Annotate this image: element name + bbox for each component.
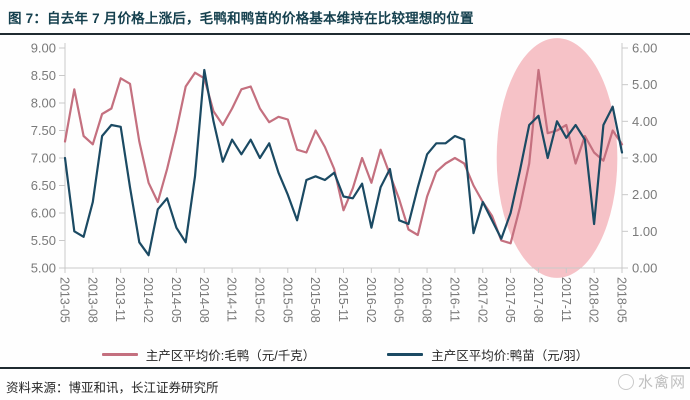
y-axis-tick-label-left: 6.50 <box>31 178 56 193</box>
y-axis-tick-label-left: 9.00 <box>31 41 56 56</box>
x-axis-tick-label: 2016-08 <box>420 277 434 323</box>
y-axis-tick-label-right: 0.00 <box>632 261 657 276</box>
legend-line-yamiao-icon <box>387 352 424 356</box>
x-axis-tick-label: 2017-05 <box>503 277 517 323</box>
x-axis-tick-label: 2014-05 <box>169 277 183 323</box>
y-axis-tick-label-left: 8.00 <box>31 96 56 111</box>
y-axis-tick-label-left: 7.00 <box>31 151 56 166</box>
x-axis-tick-label: 2018-05 <box>615 277 629 323</box>
y-axis-tick-label-right: 1.00 <box>632 224 657 239</box>
chart-title: 图 7：自去年 7 月价格上涨后，毛鸭和鸭苗的价格基本维持在比较理想的位置 <box>8 11 474 26</box>
legend-line-maoya-icon <box>101 352 138 356</box>
legend-item-maoya: 主产区平均价:毛鸭（元/千克） <box>101 345 316 364</box>
x-axis-tick-label: 2015-02 <box>252 277 266 323</box>
x-axis-tick-label: 2017-08 <box>531 277 545 323</box>
maoya-price-line <box>63 68 624 245</box>
y-axis-tick-label-left: 8.50 <box>31 68 56 83</box>
x-axis-tick-label: 2015-08 <box>308 277 322 323</box>
y-axis-tick-label-left: 6.00 <box>31 206 56 221</box>
x-axis-tick-label: 2014-08 <box>197 277 211 323</box>
x-axis-tick-label: 2016-05 <box>392 277 406 323</box>
y-axis-tick-label-left: 5.00 <box>31 261 56 276</box>
y-axis-tick-label-right: 3.00 <box>632 151 657 166</box>
x-axis-tick-label: 2014-11 <box>225 277 239 322</box>
x-axis-tick-label: 2015-05 <box>280 277 294 323</box>
y-axis-tick-label-left: 5.50 <box>31 233 56 248</box>
y-axis-tick-label-right: 4.00 <box>632 114 657 129</box>
x-axis-tick-label: 2013-08 <box>85 277 99 323</box>
y-axis-tick-label-right: 5.00 <box>632 77 657 92</box>
source-note: 资料来源：博亚和讯，长江证券研究所 <box>6 381 219 395</box>
title-divider <box>0 33 690 35</box>
x-axis-tick-label: 2016-02 <box>364 277 378 323</box>
watermark-text: 水禽网 <box>637 374 686 391</box>
legend-label-yamiao: 主产区平均价:鸭苗（元/羽） <box>431 348 589 363</box>
legend-label-maoya: 主产区平均价:毛鸭（元/千克） <box>145 348 316 363</box>
chart-legend: 主产区平均价:毛鸭（元/千克） 主产区平均价:鸭苗（元/羽） <box>0 341 690 367</box>
x-axis-tick-label: 2016-11 <box>447 277 461 322</box>
y-axis-tick-label-right: 2.00 <box>632 187 657 202</box>
footer-divider <box>0 367 690 369</box>
watermark-logo-icon <box>617 373 634 390</box>
x-axis-tick-label: 2013-11 <box>113 277 127 322</box>
highlight-ellipse <box>496 38 618 278</box>
x-axis-tick-label: 2018-02 <box>587 277 601 323</box>
legend-item-yamiao: 主产区平均价:鸭苗（元/羽） <box>387 345 588 364</box>
x-axis-tick-label: 2017-02 <box>475 277 489 323</box>
watermark: 水禽网 <box>617 371 686 392</box>
y-axis-tick-label-left: 7.50 <box>31 123 56 138</box>
y-axis-tick-label-right: 6.00 <box>632 41 657 56</box>
price-chart: 9.00 8.50 8.00 7.50 7.00 6.50 6.00 5.50 5.00 6.00… <box>31 38 657 323</box>
yamiao-price-line <box>63 68 624 257</box>
x-axis-tick-label: 2013-05 <box>58 277 72 323</box>
x-axis-tick-label: 2017-11 <box>559 277 573 322</box>
x-axis-tick-label: 2015-11 <box>336 277 350 322</box>
x-axis-tick-label: 2014-02 <box>141 277 155 323</box>
